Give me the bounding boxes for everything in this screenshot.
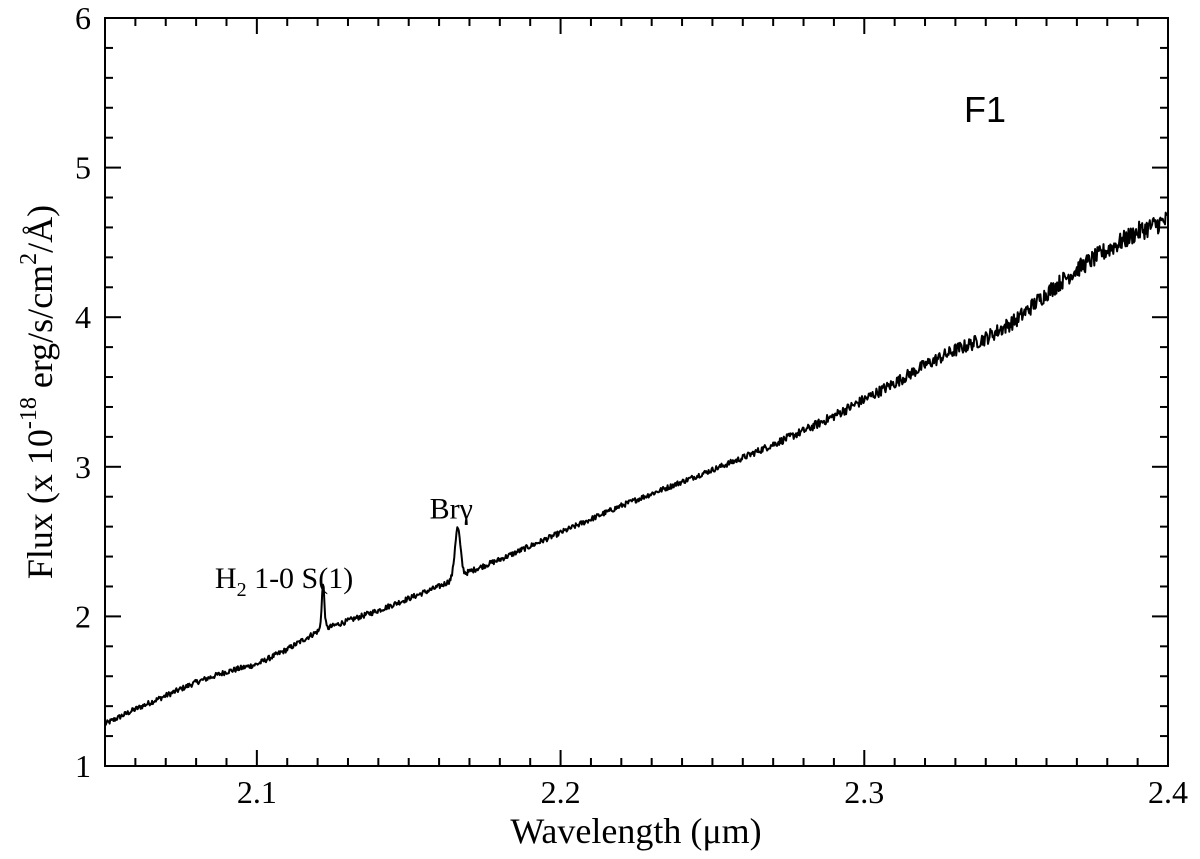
x-tick-label: 2.1 <box>237 774 277 810</box>
panel-label: F1 <box>964 89 1006 130</box>
annotation-h2-line: H2 1-0 S(1) <box>215 562 353 601</box>
x-tick-label: 2.3 <box>844 774 884 810</box>
y-tick-label: 4 <box>75 299 91 335</box>
y-tick-label: 1 <box>75 748 91 784</box>
plot-frame <box>104 17 1169 767</box>
y-tick-labels: 1 2 3 4 5 6 <box>75 0 91 784</box>
y-tick-label: 6 <box>75 0 91 36</box>
y-tick-label: 5 <box>75 150 91 186</box>
y-axis-label: Flux (x 10-18 erg/s/cm2/Å) <box>16 205 60 579</box>
x-tick-label: 2.4 <box>1148 774 1188 810</box>
x-axis-label: Wavelength (μm) <box>510 811 761 851</box>
x-tick-label: 2.2 <box>541 774 581 810</box>
x-tick-labels: 2.1 2.2 2.3 2.4 <box>237 774 1188 810</box>
spectrum-line <box>104 211 1169 726</box>
y-tick-label: 2 <box>75 598 91 634</box>
y-tick-label: 3 <box>75 449 91 485</box>
annotation-brgamma-line: Brγ <box>430 493 473 526</box>
axis-ticks <box>104 17 1169 767</box>
